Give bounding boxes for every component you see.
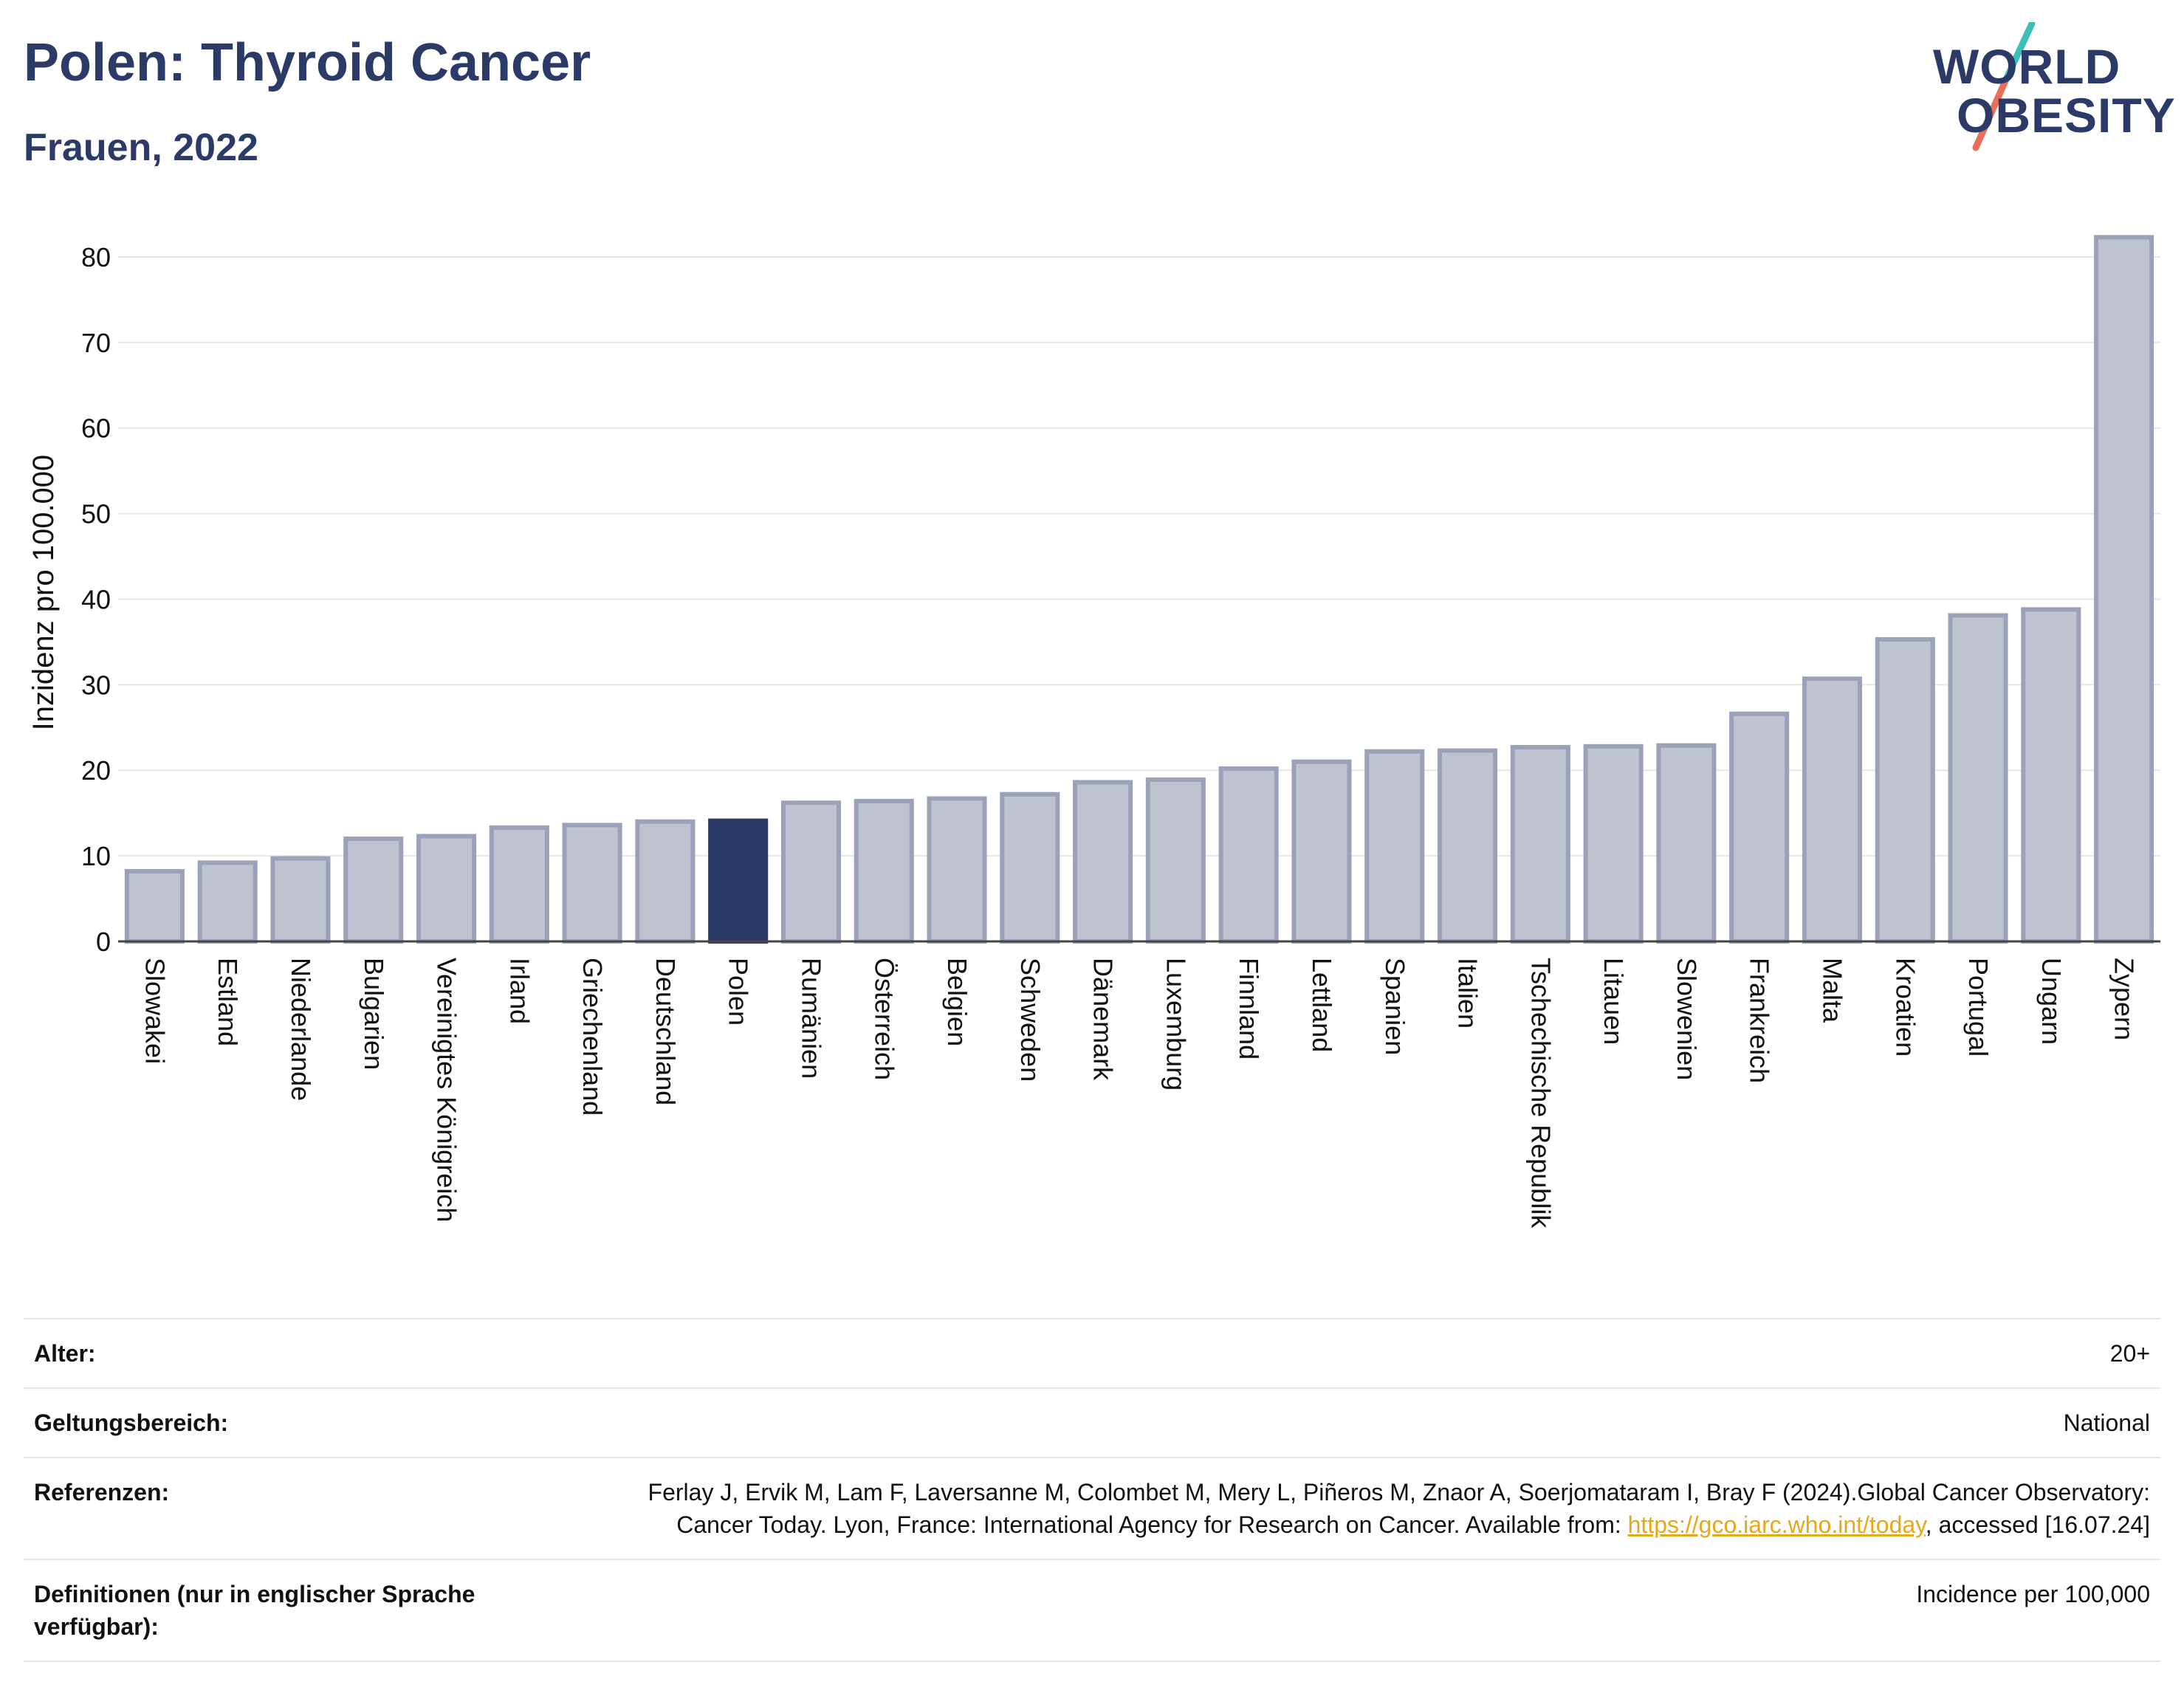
x-tick-label: Malta bbox=[1817, 958, 1847, 1023]
info-key-references: Referenzen: bbox=[34, 1479, 170, 1506]
bar bbox=[1875, 636, 1935, 944]
y-tick-label: 30 bbox=[81, 670, 111, 700]
logo-text-obesity: OBESITY bbox=[1957, 88, 2176, 143]
x-tick-label: Lettland bbox=[1307, 958, 1337, 1052]
bar bbox=[1145, 777, 1206, 944]
bar bbox=[1437, 748, 1498, 944]
x-tick-label: Luxemburg bbox=[1161, 958, 1191, 1091]
bar bbox=[1583, 744, 1644, 944]
info-value-references: Ferlay J, Ervik M, Lam F, Laversanne M, … bbox=[576, 1458, 2160, 1559]
x-tick-label: Polen bbox=[724, 958, 754, 1026]
y-tick-labels: 0 10 20 30 40 50 60 70 80 bbox=[81, 242, 111, 957]
bar bbox=[780, 800, 842, 944]
x-tick-label: Slowakei bbox=[140, 958, 170, 1064]
bar bbox=[927, 796, 987, 944]
info-value-scope: National bbox=[2063, 1410, 2150, 1436]
x-tick-label: Italien bbox=[1453, 958, 1483, 1029]
x-tick-label: Deutschland bbox=[650, 958, 681, 1105]
reference-link[interactable]: https://gco.iarc.who.int/today bbox=[1627, 1511, 1926, 1538]
y-tick-label: 50 bbox=[81, 499, 111, 529]
bar bbox=[197, 860, 258, 944]
bar-highlight bbox=[708, 818, 769, 944]
bar bbox=[124, 868, 185, 944]
bar bbox=[1218, 766, 1279, 944]
x-tick-label: Belgien bbox=[942, 958, 972, 1046]
x-tick-label: Litauen bbox=[1598, 958, 1629, 1045]
x-tick-label: Estland bbox=[213, 958, 243, 1046]
x-tick-label: Slowenien bbox=[1672, 958, 1702, 1080]
x-tick-label: Frankreich bbox=[1745, 958, 1775, 1083]
reference-text: Ferlay J, Ervik M, Lam F, Laversanne M, … bbox=[648, 1479, 2150, 1538]
x-tick-label: Dänemark bbox=[1088, 958, 1119, 1081]
reference-accessed: , accessed [16.07.24] bbox=[1925, 1511, 2150, 1538]
bar bbox=[562, 823, 622, 944]
logo-slash-icon bbox=[1972, 22, 2036, 151]
bar bbox=[1656, 743, 1717, 944]
x-tick-label: Griechenland bbox=[577, 958, 608, 1116]
bar bbox=[2021, 607, 2081, 944]
info-value-age: 20+ bbox=[2109, 1340, 2150, 1367]
y-tick-label: 60 bbox=[81, 413, 111, 444]
bar bbox=[1000, 792, 1060, 944]
x-tick-label: Schweden bbox=[1015, 958, 1045, 1082]
bar bbox=[1073, 780, 1133, 944]
bar bbox=[416, 834, 477, 944]
world-obesity-logo: WORLD OBESITY bbox=[1927, 22, 2175, 155]
x-tick-label: Vereinigtes Königreich bbox=[432, 958, 462, 1222]
y-tick-label: 10 bbox=[81, 841, 111, 871]
bar bbox=[270, 856, 331, 944]
bar bbox=[1364, 749, 1425, 944]
chart-subtitle: Frauen, 2022 bbox=[24, 126, 258, 169]
x-tick-label: Kroatien bbox=[1890, 958, 1920, 1057]
y-tick-label: 40 bbox=[81, 584, 111, 614]
info-row-references: Referenzen: Ferlay J, Ervik M, Lam F, La… bbox=[24, 1458, 2160, 1559]
chart-title: Polen: Thyroid Cancer bbox=[24, 33, 591, 92]
x-tick-label: Irland bbox=[504, 958, 535, 1024]
y-tick-label: 20 bbox=[81, 755, 111, 786]
bar bbox=[489, 825, 549, 944]
x-tick-label: Tschechische Republik bbox=[1525, 958, 1556, 1229]
info-row-scope: Geltungsbereich: National bbox=[24, 1388, 2160, 1458]
x-tick-labels: Slowakei Estland Niederlande Bulgarien Verei… bbox=[140, 958, 2139, 1229]
info-table: Alter: 20+ Geltungsbereich: National Ref… bbox=[24, 1318, 2160, 1662]
logo-text-world: WORLD bbox=[1933, 39, 2121, 94]
info-row-definitions: Definitionen (nur in englischer Sprache … bbox=[24, 1559, 2160, 1661]
bar bbox=[1291, 759, 1352, 944]
x-tick-label: Bulgarien bbox=[359, 958, 389, 1070]
info-key-definitions: Definitionen (nur in englischer Sprache … bbox=[34, 1581, 475, 1640]
bar bbox=[2094, 235, 2154, 944]
bar bbox=[1729, 711, 1790, 944]
info-key-age: Alter: bbox=[34, 1340, 96, 1367]
bar bbox=[854, 798, 914, 944]
x-tick-label: Spanien bbox=[1380, 958, 1410, 1055]
info-row-age: Alter: 20+ bbox=[24, 1319, 2160, 1388]
y-tick-label: 70 bbox=[81, 328, 111, 358]
x-tick-label: Niederlande bbox=[286, 958, 316, 1101]
bar bbox=[1510, 744, 1570, 944]
x-tick-label: Rumänien bbox=[796, 958, 826, 1079]
x-tick-label: Österreich bbox=[869, 958, 899, 1080]
y-tick-label: 80 bbox=[81, 242, 111, 272]
y-axis-label: Inzidenz pro 100.000 bbox=[27, 455, 60, 731]
x-tick-label: Portugal bbox=[1963, 958, 1994, 1057]
bar bbox=[343, 836, 404, 944]
x-tick-label: Zypern bbox=[2109, 958, 2140, 1040]
bar-chart: 0 10 20 30 40 50 60 70 80 Slowakei Estland Niederl… bbox=[27, 235, 2160, 1229]
y-tick-label: 0 bbox=[96, 927, 111, 957]
bar bbox=[635, 819, 696, 944]
x-tick-label: Ungarn bbox=[2036, 958, 2067, 1045]
bar bbox=[1802, 676, 1863, 944]
bar bbox=[1948, 613, 2008, 944]
x-tick-label: Finnland bbox=[1234, 958, 1264, 1060]
info-value-definitions: Incidence per 100,000 bbox=[1916, 1581, 2150, 1607]
info-key-scope: Geltungsbereich: bbox=[34, 1410, 229, 1436]
